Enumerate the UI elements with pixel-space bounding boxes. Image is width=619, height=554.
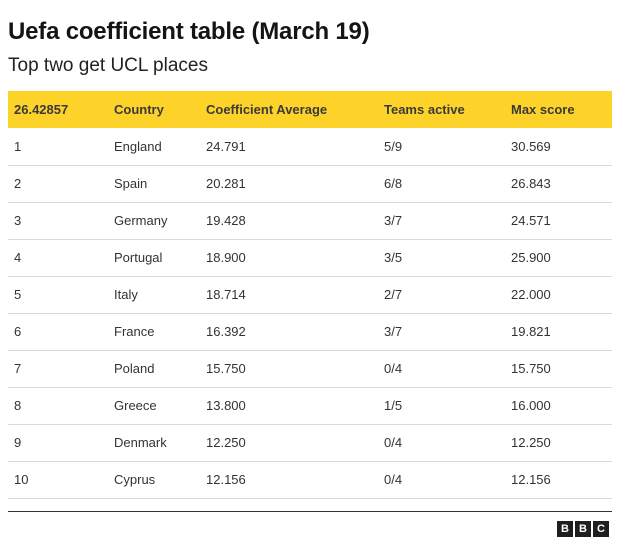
chart-subtitle: Top two get UCL places — [8, 55, 208, 76]
column-header-max-score: Max score — [505, 91, 612, 128]
table-row: 4 Portugal 18.900 3/5 25.900 — [8, 239, 612, 277]
cell-coefficient-average: 16.392 — [200, 313, 378, 351]
table-row: 7 Poland 15.750 0/4 15.750 — [8, 350, 612, 388]
bbc-logo-letter: C — [593, 521, 609, 537]
cell-coefficient-average: 12.156 — [200, 461, 378, 499]
cell-country: Germany — [108, 202, 200, 240]
table-row: 3 Germany 19.428 3/7 24.571 — [8, 202, 612, 240]
cell-country: Denmark — [108, 424, 200, 462]
table-row: 8 Greece 13.800 1/5 16.000 — [8, 387, 612, 425]
cell-max-score: 22.000 — [505, 276, 612, 314]
cell-country: Greece — [108, 387, 200, 425]
cell-max-score: 24.571 — [505, 202, 612, 240]
cell-teams-active: 5/9 — [378, 128, 505, 166]
bbc-logo-letter: B — [557, 521, 573, 537]
cell-rank: 6 — [8, 313, 108, 351]
cell-max-score: 16.000 — [505, 387, 612, 425]
cell-coefficient-average: 13.800 — [200, 387, 378, 425]
table-body: 1 England 24.791 5/9 30.569 2 Spain 20.281 6/8 26… — [8, 128, 612, 499]
cell-rank: 8 — [8, 387, 108, 425]
cell-teams-active: 1/5 — [378, 387, 505, 425]
cell-coefficient-average: 12.250 — [200, 424, 378, 462]
cell-country: England — [108, 128, 200, 166]
cell-coefficient-average: 18.714 — [200, 276, 378, 314]
cell-rank: 4 — [8, 239, 108, 277]
table-row: 2 Spain 20.281 6/8 26.843 — [8, 165, 612, 203]
bbc-logo-letter: B — [575, 521, 591, 537]
column-header-coefficient-average: Coefficient Average — [200, 91, 378, 128]
cell-teams-active: 3/7 — [378, 202, 505, 240]
cell-country: Poland — [108, 350, 200, 388]
cell-teams-active: 3/5 — [378, 239, 505, 277]
cell-rank: 7 — [8, 350, 108, 388]
cell-coefficient-average: 24.791 — [200, 128, 378, 166]
cell-max-score: 12.156 — [505, 461, 612, 499]
cell-country: Italy — [108, 276, 200, 314]
column-header-rank: 26.42857 — [8, 91, 108, 128]
column-header-teams-active: Teams active — [378, 91, 505, 128]
cell-coefficient-average: 20.281 — [200, 165, 378, 203]
cell-coefficient-average: 19.428 — [200, 202, 378, 240]
table-row: 5 Italy 18.714 2/7 22.000 — [8, 276, 612, 314]
cell-max-score: 30.569 — [505, 128, 612, 166]
bbc-logo: B B C — [557, 521, 609, 537]
chart-title: Uefa coefficient table (March 19) — [8, 18, 370, 45]
cell-max-score: 25.900 — [505, 239, 612, 277]
cell-country: Cyprus — [108, 461, 200, 499]
cell-country: Spain — [108, 165, 200, 203]
table-header-row: 26.42857 Country Coefficient Average Teams … — [8, 91, 612, 128]
table-row: 6 France 16.392 3/7 19.821 — [8, 313, 612, 351]
cell-rank: 2 — [8, 165, 108, 203]
coefficient-table: 26.42857 Country Coefficient Average Teams … — [8, 91, 612, 499]
cell-max-score: 12.250 — [505, 424, 612, 462]
cell-coefficient-average: 15.750 — [200, 350, 378, 388]
bottom-rule — [8, 511, 612, 512]
table-row: 10 Cyprus 12.156 0/4 12.156 — [8, 461, 612, 499]
cell-country: Portugal — [108, 239, 200, 277]
cell-rank: 9 — [8, 424, 108, 462]
column-header-country: Country — [108, 91, 200, 128]
cell-teams-active: 0/4 — [378, 424, 505, 462]
cell-max-score: 15.750 — [505, 350, 612, 388]
table-row: 1 England 24.791 5/9 30.569 — [8, 128, 612, 166]
cell-max-score: 19.821 — [505, 313, 612, 351]
cell-teams-active: 2/7 — [378, 276, 505, 314]
cell-rank: 10 — [8, 461, 108, 499]
cell-teams-active: 3/7 — [378, 313, 505, 351]
cell-rank: 1 — [8, 128, 108, 166]
cell-country: France — [108, 313, 200, 351]
cell-coefficient-average: 18.900 — [200, 239, 378, 277]
cell-max-score: 26.843 — [505, 165, 612, 203]
cell-teams-active: 6/8 — [378, 165, 505, 203]
cell-rank: 3 — [8, 202, 108, 240]
cell-rank: 5 — [8, 276, 108, 314]
table-row: 9 Denmark 12.250 0/4 12.250 — [8, 424, 612, 462]
cell-teams-active: 0/4 — [378, 350, 505, 388]
cell-teams-active: 0/4 — [378, 461, 505, 499]
